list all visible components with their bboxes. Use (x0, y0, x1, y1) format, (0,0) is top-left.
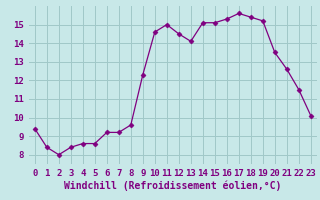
X-axis label: Windchill (Refroidissement éolien,°C): Windchill (Refroidissement éolien,°C) (64, 181, 282, 191)
